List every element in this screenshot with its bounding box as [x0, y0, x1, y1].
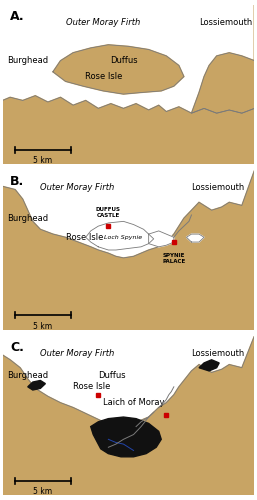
Polygon shape [86, 222, 154, 250]
Text: Rose Isle: Rose Isle [85, 72, 122, 81]
Text: Loch Spynie: Loch Spynie [104, 235, 143, 240]
Polygon shape [186, 234, 204, 242]
Text: A.: A. [10, 10, 25, 23]
Text: Burghead: Burghead [8, 214, 49, 222]
Polygon shape [199, 360, 219, 371]
Text: Burghead: Burghead [8, 371, 49, 380]
Polygon shape [53, 45, 184, 94]
Text: Outer Moray Firth: Outer Moray Firth [40, 183, 115, 192]
Text: Outer Moray Firth: Outer Moray Firth [40, 348, 115, 358]
Text: SPYNIE
PALACE: SPYNIE PALACE [162, 253, 186, 264]
Text: DUFFUS
CASTLE: DUFFUS CASTLE [96, 208, 121, 218]
Text: 5 km: 5 km [33, 156, 52, 165]
Polygon shape [3, 96, 254, 164]
Text: 5 km: 5 km [33, 322, 52, 330]
Text: 5 km: 5 km [33, 487, 52, 496]
Text: Duffus: Duffus [110, 56, 137, 65]
Text: Lossiemouth: Lossiemouth [191, 183, 245, 192]
Text: C.: C. [10, 340, 24, 353]
Text: Rose Isle: Rose Isle [66, 233, 103, 242]
Polygon shape [3, 170, 254, 330]
Text: B.: B. [10, 175, 24, 188]
Text: Elgin: Elgin [122, 432, 145, 440]
Polygon shape [91, 417, 161, 457]
Polygon shape [3, 336, 254, 495]
Text: Outer Moray Firth: Outer Moray Firth [66, 18, 140, 26]
Polygon shape [28, 380, 45, 390]
Text: Lossiemouth: Lossiemouth [199, 18, 252, 26]
Text: Laich of Moray: Laich of Moray [103, 398, 165, 407]
Polygon shape [149, 231, 174, 247]
Text: Burghead: Burghead [8, 56, 49, 65]
Polygon shape [191, 5, 254, 113]
Text: Lossiemouth: Lossiemouth [191, 348, 245, 358]
Text: Rose Isle: Rose Isle [73, 382, 111, 392]
Text: Duffus: Duffus [98, 371, 126, 380]
